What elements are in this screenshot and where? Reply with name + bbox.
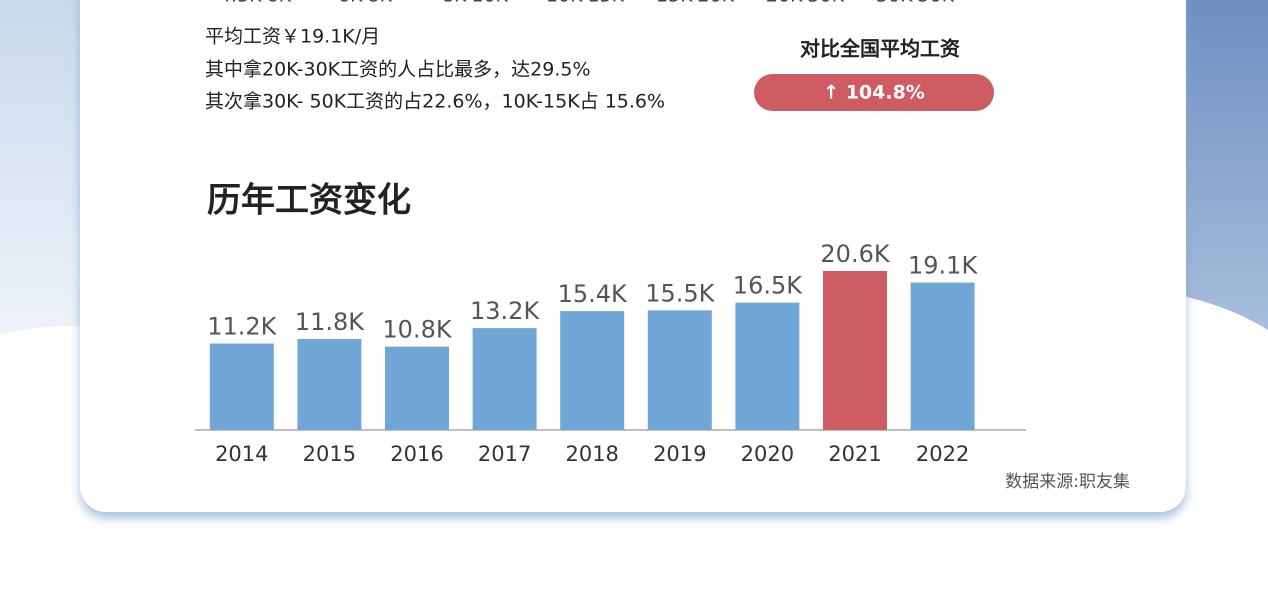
bar <box>472 328 537 430</box>
value-label: 16.5K <box>733 272 803 300</box>
summary-line: 其次拿30K- 50K工资的占22.6%，10K-15K占 15.6% <box>205 90 665 113</box>
top-label: 4.5K-6K <box>219 0 292 7</box>
compare-badge <box>754 74 994 111</box>
compare-title: 对比全国平均工资 <box>800 37 960 61</box>
x-tick-label: 2018 <box>565 442 618 466</box>
bar <box>560 311 625 430</box>
top-label: 20K-30K <box>766 0 845 7</box>
value-label: 11.2K <box>207 313 277 341</box>
top-label: 30K-50K <box>876 0 955 7</box>
bar <box>823 271 887 430</box>
value-label: 10.8K <box>382 316 452 344</box>
x-tick-label: 2019 <box>653 442 706 466</box>
x-tick-label: 2015 <box>303 442 356 466</box>
top-label: 8K-10K <box>442 0 509 7</box>
bar <box>647 310 712 430</box>
bar <box>209 343 274 430</box>
value-label: 11.8K <box>295 308 365 336</box>
x-tick-label: 2017 <box>478 442 531 466</box>
value-label: 20.6K <box>820 240 890 268</box>
bar <box>735 302 800 430</box>
bar <box>297 338 362 430</box>
x-tick-label: 2022 <box>916 442 969 466</box>
value-label: 15.4K <box>558 280 628 308</box>
top-label: 15K-20K <box>656 0 735 7</box>
bar <box>910 282 975 430</box>
top-label: 6K-8K <box>338 0 392 7</box>
value-label: 15.5K <box>645 279 715 307</box>
top-label: 10K-15K <box>546 0 625 7</box>
x-tick-label: 2016 <box>390 442 443 466</box>
chart-title: 历年工资变化 <box>207 181 411 221</box>
summary-line: 其中拿20K-30K工资的人占比最多，达29.5% <box>205 58 591 81</box>
source: 数据来源:职友集 <box>1005 472 1130 492</box>
x-tick-label: 2014 <box>215 442 268 466</box>
value-label: 13.2K <box>470 297 540 325</box>
x-tick-label: 2021 <box>828 442 881 466</box>
bar <box>385 346 449 430</box>
summary-line: 平均工资￥19.1K/月 <box>205 26 380 48</box>
value-label: 19.1K <box>908 252 978 280</box>
compare-value: ↑ 104.8% <box>823 82 925 104</box>
plot: 11.2K 2014 11.8K 2015 10.8K 2016 13.2K 2017 15.4… <box>207 240 978 466</box>
x-tick-label: 2020 <box>741 442 794 466</box>
top-labels: 4.5K-6K 6K-8K 8K-10K 10K-15K 15K-20K 20K-30K 3… <box>219 0 955 7</box>
